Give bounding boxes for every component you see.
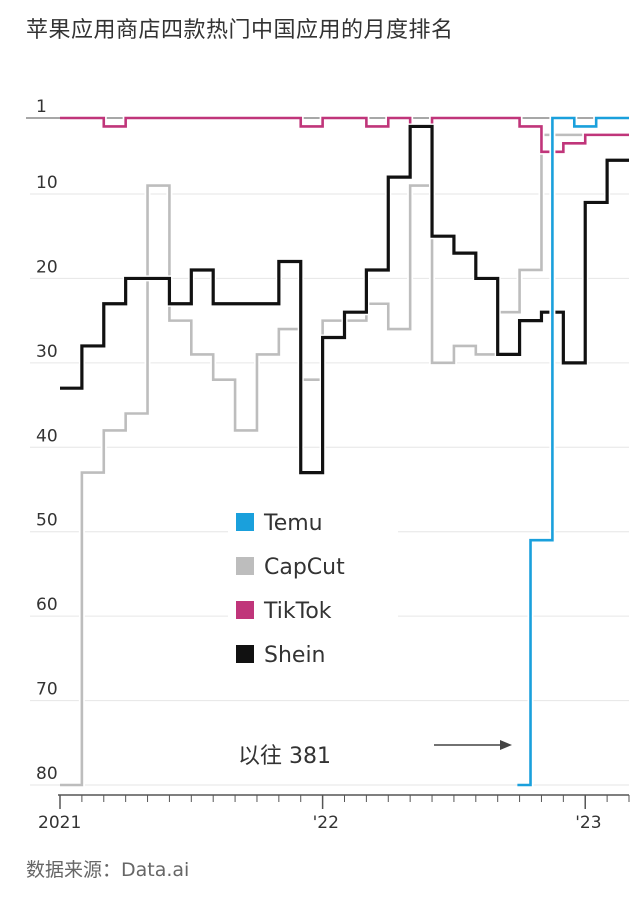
series-halo-capcut: [60, 131, 629, 788]
y-tick-label-1: 1: [36, 97, 47, 117]
y-tick-label-10: 10: [36, 173, 58, 193]
legend-swatch-tiktok: [236, 601, 254, 619]
y-tick-label-60: 60: [36, 595, 58, 615]
x-tick-label-'23: '23: [575, 813, 601, 833]
y-tick-label-40: 40: [36, 426, 58, 446]
series-halo-tiktok: [60, 115, 629, 155]
annotation-text: 以往 381: [238, 744, 331, 769]
y-tick-label-50: 50: [36, 511, 58, 531]
series-halo-temu: [517, 115, 629, 788]
x-tick-label-2021: 2021: [38, 813, 81, 833]
y-tick-label-30: 30: [36, 342, 58, 362]
series-line-temu: [517, 116, 629, 787]
legend-swatch-temu: [236, 513, 254, 531]
series-line-tiktok: [60, 116, 629, 154]
y-tick-label-80: 80: [36, 764, 58, 784]
legend-swatch-shein: [236, 645, 254, 663]
series-line-shein: [60, 124, 629, 475]
annotation-background: [228, 733, 360, 771]
legend-label-capcut: CapCut: [264, 555, 345, 580]
y-tick-label-70: 70: [36, 680, 58, 700]
chart-title: 苹果应用商店四款热门中国应用的月度排名: [26, 18, 454, 43]
legend-background: [228, 509, 398, 679]
y-tick-label-20: 20: [36, 257, 58, 277]
source-note: 数据来源：Data.ai: [26, 859, 190, 881]
legend-label-shein: Shein: [264, 643, 326, 668]
legend-label-temu: Temu: [263, 511, 323, 536]
x-tick-label-'22: '22: [313, 813, 339, 833]
legend-label-tiktok: TikTok: [263, 599, 332, 624]
annotation-arrow-head: [500, 740, 512, 750]
legend-swatch-capcut: [236, 557, 254, 575]
